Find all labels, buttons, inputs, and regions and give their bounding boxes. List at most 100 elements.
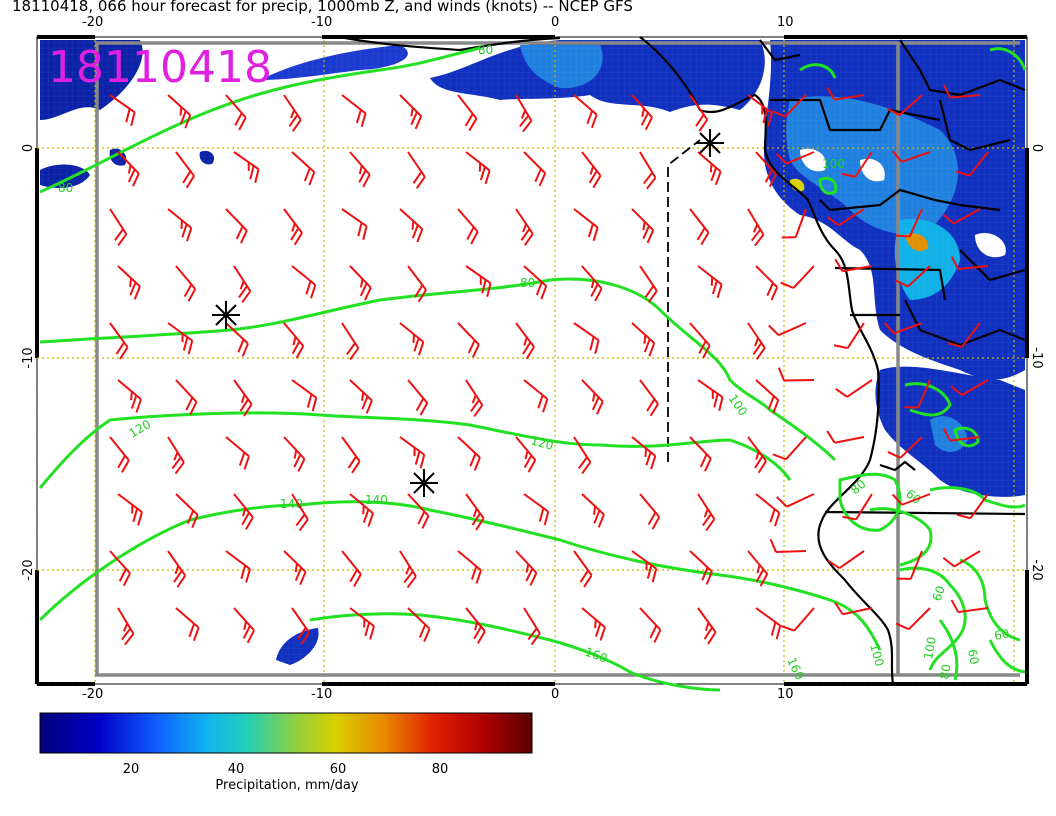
wind-barb (399, 208, 424, 243)
right-tick-label: 0 (1029, 144, 1044, 152)
wind-barb (291, 151, 316, 186)
wind-barb (167, 94, 192, 129)
wind-barb (225, 208, 248, 244)
center-marker (696, 129, 724, 157)
wind-barb (117, 265, 141, 300)
left-tick-label: -10 (21, 347, 36, 368)
top-tick-label: -20 (82, 15, 103, 30)
wind-barb (225, 94, 247, 131)
wind-barb (349, 607, 375, 640)
wind-barb (956, 493, 989, 520)
contour-label: 60 (993, 627, 1010, 643)
wind-barb (950, 256, 989, 271)
colorbar-tick-label: 60 (330, 762, 347, 777)
wind-barb (117, 607, 135, 646)
wind-barb (581, 607, 606, 641)
contour-label: 120 (529, 433, 555, 452)
wind-barb (904, 379, 931, 409)
wind-barb (895, 607, 931, 631)
geopotential-contours (38, 46, 1027, 692)
wind-barb (233, 607, 255, 644)
map-title: 18110418, 066 hour forecast for precip, … (12, 0, 633, 15)
wind-barb (581, 493, 605, 528)
wind-barb (631, 208, 655, 244)
wind-barb (167, 322, 194, 355)
wind-barb (523, 265, 548, 300)
wind-barb (457, 436, 481, 471)
wind-barb (896, 550, 923, 580)
wind-barb (948, 322, 981, 348)
contour-label: 100 (921, 636, 939, 661)
wind-barb (772, 436, 807, 461)
wind-barb (349, 493, 374, 527)
wind-barb (233, 379, 253, 417)
wind-barb (697, 379, 724, 411)
wind-barb (407, 379, 429, 416)
wind-barb (349, 151, 371, 188)
wind-barb (581, 379, 604, 415)
bottom-tick-label: -10 (311, 687, 332, 702)
wind-barb (950, 379, 989, 396)
wind-barb (341, 322, 360, 361)
wind-barb (109, 322, 129, 360)
wind-barb (697, 265, 723, 299)
wind-barb (515, 550, 538, 586)
wind-barb (573, 94, 598, 129)
wind-barb (523, 607, 541, 646)
wind-barb (291, 379, 318, 412)
wind-barb (887, 436, 923, 459)
wind-barb (109, 550, 131, 587)
wind-barb (943, 84, 981, 99)
wind-barb (515, 208, 534, 246)
contour-label: 60 (965, 648, 981, 665)
wind-barb (341, 436, 361, 474)
wind-barb (341, 208, 368, 240)
wind-barb (631, 322, 656, 357)
wind-barb (895, 208, 923, 238)
contour-label: 80 (58, 181, 73, 195)
contour-label: 100 (822, 157, 845, 171)
wind-barb (117, 151, 140, 187)
wind-barb (639, 493, 661, 530)
axis-labels: -20 -10 0 10 -20 -10 0 10 0 -10 -20 0 -1… (21, 15, 1044, 702)
wind-barb (457, 208, 479, 245)
wind-barb (697, 493, 716, 532)
wind-barb (407, 493, 430, 529)
wind-barb (225, 436, 250, 470)
bottom-tick-label: 10 (777, 687, 794, 702)
wind-barb (826, 87, 865, 101)
wind-barb (465, 607, 486, 644)
wind-barb (109, 436, 130, 473)
wind-barb (573, 550, 593, 588)
wind-barb (697, 607, 717, 645)
wind-barb (573, 322, 600, 354)
wind-barb (465, 265, 492, 297)
wind-barb (689, 94, 709, 132)
wind-barb (515, 322, 535, 360)
contour-label: 80 (520, 276, 535, 290)
wind-barb (639, 379, 659, 417)
wind-barb (175, 493, 199, 529)
wind-barb (689, 550, 713, 585)
left-tick-label: -20 (21, 559, 36, 580)
wind-barb (755, 151, 777, 188)
wind-barb (755, 607, 782, 640)
wind-barb (780, 607, 815, 632)
inner-frame (95, 41, 1020, 677)
top-tick-label: -10 (311, 15, 332, 30)
wind-barb (109, 208, 128, 247)
wind-barb (399, 550, 417, 589)
wind-barb (283, 208, 303, 246)
wind-barb (755, 265, 779, 301)
center-marker (212, 301, 240, 329)
wind-barb (775, 151, 815, 165)
wind-barb (771, 94, 807, 118)
wind-barb (233, 151, 260, 183)
wind-barb (769, 538, 807, 554)
colorbar-tick-label: 40 (228, 762, 245, 777)
wind-barb (175, 151, 195, 189)
right-tick-label: -20 (1029, 559, 1044, 580)
wind-barb (341, 94, 367, 128)
contour-label: 80 (937, 663, 953, 680)
